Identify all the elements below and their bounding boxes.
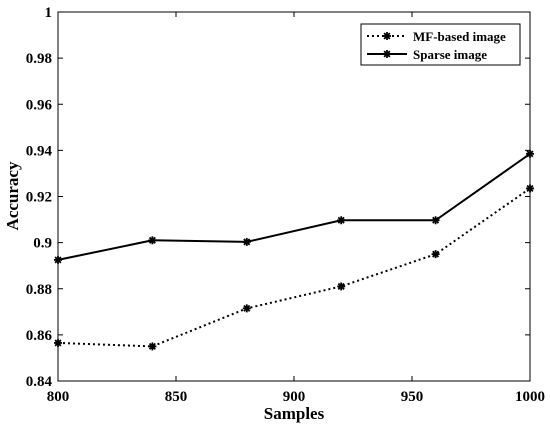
x-tick-label-2: 900 [283,389,306,405]
legend-label-mf: MF-based image [413,29,506,44]
data-point-s0-1 [148,342,157,351]
y-tick-label-4: 0.92 [26,190,52,206]
y-tick-label-1: 0.86 [26,328,53,344]
x-tick-label-3: 950 [401,389,424,405]
y-tick-label-5: 0.94 [26,143,53,159]
data-point-s1-4 [431,216,440,225]
y-tick-label-7: 0.98 [26,51,52,67]
legend-marker-sparse [383,50,391,58]
legend-marker-mf [383,32,391,40]
series-line-1 [57,152,531,261]
chart-marks [54,149,534,351]
y-tick-label-3: 0.9 [33,236,52,252]
y-tick-label-8: 1 [45,5,53,21]
plot-area-frame [57,11,531,382]
legend-box [360,23,521,66]
legend-asterisk-mf [383,32,391,40]
data-point-s0-2 [242,304,251,313]
data-point-s1-2 [242,237,251,246]
x-tick-label-0: 800 [47,389,70,405]
series-line-0 [57,187,531,348]
data-point-s1-1 [148,236,157,245]
data-point-s1-3 [337,216,346,225]
legend-asterisk-sparse [383,50,391,58]
y-axis-title: Accuracy [3,161,22,230]
x-tick-label-4: 1000 [515,389,545,405]
y-tick-label-0: 0.84 [26,374,53,390]
legend: MF-based image Sparse image [360,23,521,66]
x-tick-label-1: 850 [165,389,188,405]
data-point-s0-3 [337,282,346,291]
x-axis-title: Samples [264,404,325,423]
axis-ticks: 800 850 900 950 1000 0.84 0.86 0.88 0.9 0.92 0.94 0… [26,5,545,405]
y-tick-label-6: 0.96 [26,97,53,113]
data-point-s0-4 [431,250,440,259]
legend-label-sparse: Sparse image [413,47,487,62]
y-tick-label-2: 0.88 [26,282,52,298]
